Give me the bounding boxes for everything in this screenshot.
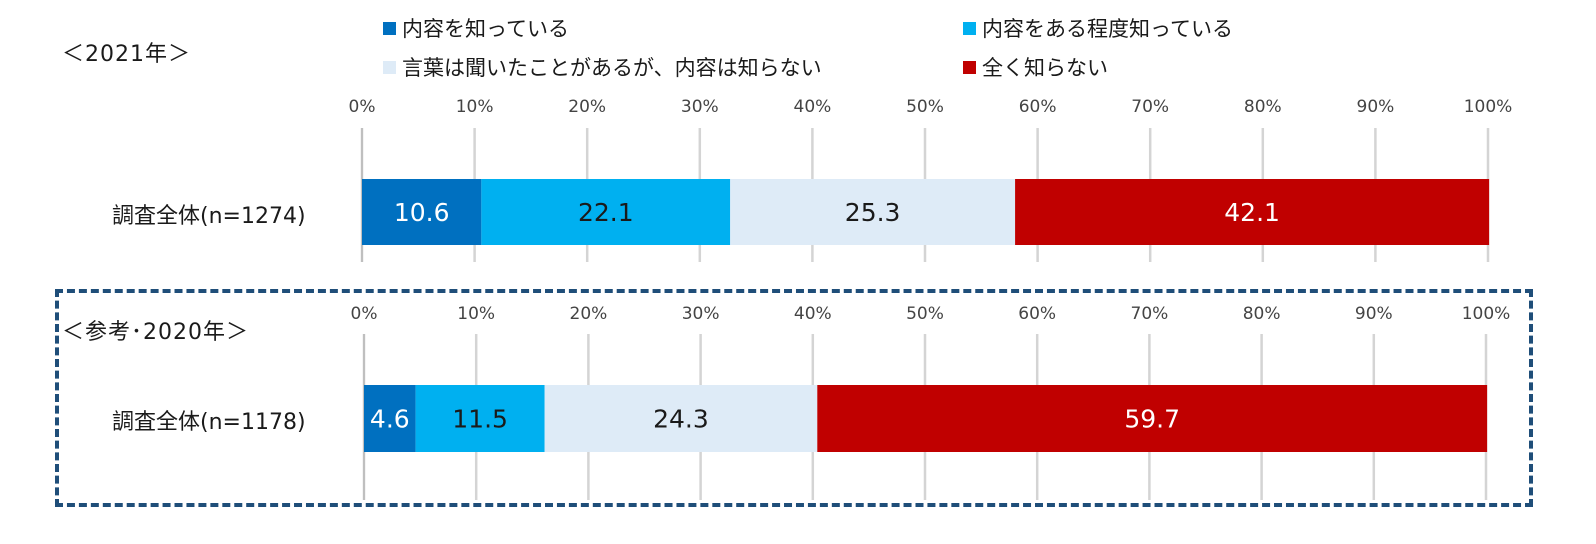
x-tick-label: 90% — [1355, 304, 1393, 324]
x-tick-label: 40% — [794, 97, 832, 117]
data-label: 24.3 — [653, 405, 709, 434]
data-label: 11.5 — [452, 405, 508, 434]
bar-segment — [544, 385, 818, 452]
panel-title-2020: ＜参考･2020年＞ — [62, 320, 249, 345]
category-label-2021: 調査全体(n=1274) — [112, 204, 306, 229]
legend-swatch — [963, 60, 976, 74]
legend-item-know-content: 内容を知っている — [383, 13, 569, 43]
legend-label: 内容を知っている — [402, 17, 569, 41]
data-label: 59.7 — [1124, 405, 1180, 434]
legend-swatch — [963, 21, 976, 35]
data-label: 10.6 — [394, 198, 450, 227]
data-label: 4.6 — [370, 405, 410, 434]
bar-segment — [1015, 179, 1490, 245]
x-tick-label: 50% — [906, 97, 944, 117]
reference-2020-frame — [55, 289, 1533, 507]
x-tick-label: 10% — [457, 304, 495, 324]
bar-segment — [730, 179, 1016, 245]
x-tick-label: 80% — [1244, 97, 1282, 117]
x-tick-label: 90% — [1357, 97, 1395, 117]
bar-segment — [415, 385, 545, 452]
x-tick-label: 30% — [682, 304, 720, 324]
legend-label: 全く知らない — [982, 56, 1108, 80]
legend-item-heard-only: 言葉は聞いたことがあるが、内容は知らない — [383, 52, 822, 82]
x-tick-label: 40% — [794, 304, 832, 324]
legend-item-not-known: 全く知らない — [963, 52, 1108, 82]
x-tick-label: 100% — [1462, 304, 1511, 324]
legend-label: 内容をある程度知っている — [982, 17, 1233, 41]
bar-segment — [364, 385, 416, 452]
x-tick-label: 10% — [456, 97, 494, 117]
x-tick-label: 0% — [351, 304, 378, 324]
legend-swatch — [383, 60, 396, 74]
bar-segment — [362, 179, 482, 245]
x-tick-label: 100% — [1464, 97, 1513, 117]
bar-segment — [481, 179, 731, 245]
x-tick-label: 30% — [681, 97, 719, 117]
x-tick-label: 60% — [1019, 97, 1057, 117]
x-tick-label: 70% — [1131, 97, 1169, 117]
bar-segment — [817, 385, 1488, 452]
panel-title-2021: ＜2021年＞ — [62, 42, 191, 67]
legend-label: 言葉は聞いたことがあるが、内容は知らない — [402, 56, 822, 80]
x-tick-label: 50% — [906, 304, 944, 324]
x-tick-label: 80% — [1243, 304, 1281, 324]
data-label: 22.1 — [578, 198, 634, 227]
legend-item-know-somewhat: 内容をある程度知っている — [963, 13, 1233, 43]
data-label: 25.3 — [845, 198, 901, 227]
x-tick-label: 20% — [568, 97, 606, 117]
legend-swatch — [383, 21, 396, 35]
x-tick-label: 60% — [1018, 304, 1056, 324]
data-label: 42.1 — [1224, 198, 1280, 227]
x-tick-label: 0% — [349, 97, 376, 117]
x-tick-label: 70% — [1131, 304, 1169, 324]
category-label-2020: 調査全体(n=1178) — [112, 410, 306, 435]
x-tick-label: 20% — [570, 304, 608, 324]
